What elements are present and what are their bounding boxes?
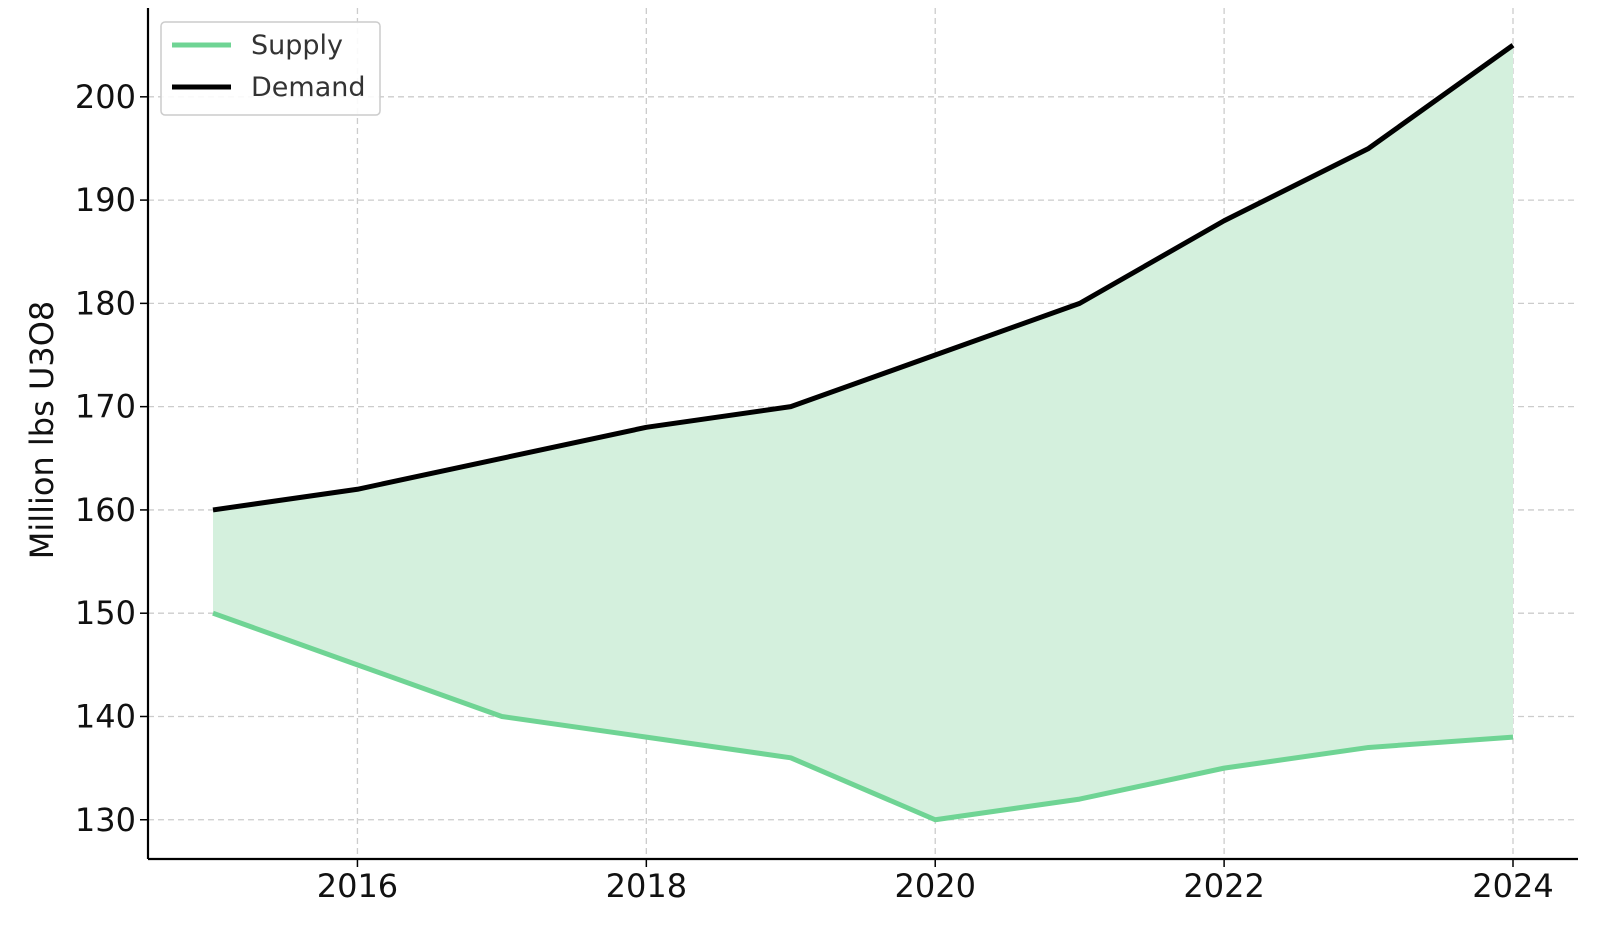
fill-between-layer [213,45,1513,820]
series-layer [211,43,1516,823]
tick-labels: 2016 2018 2020 2022 2024 130 140 150 160 170 180 19… [75,78,1554,905]
supply-point-2017 [499,714,504,719]
supply-point-2019 [788,755,793,760]
supply-point-2024 [1511,735,1516,740]
supply-line [212,610,1514,823]
x-tick-label-2016: 2016 [317,867,398,905]
demand-point-2020 [933,353,938,358]
supply-point-2015 [211,611,216,616]
demand-point-2021 [1077,301,1082,306]
supply-point-2021 [1077,797,1082,802]
x-tick-label-2020: 2020 [895,867,976,905]
y-tick-label-160: 160 [75,491,136,529]
y-tick-label-170: 170 [75,388,136,426]
y-tick-label-190: 190 [75,181,136,219]
demand-point-2015 [211,507,216,512]
y-axis-label: Million lbs U3O8 [23,301,61,560]
x-tick-label-2024: 2024 [1472,867,1553,905]
supply-point-2018 [644,735,649,740]
demand-point-2019 [788,404,793,409]
legend-label-supply: Supply [251,30,343,61]
y-tick-label-130: 130 [75,801,136,839]
demand-point-2023 [1366,146,1371,151]
demand-line [212,43,1515,513]
supply-point-2022 [1222,766,1227,771]
x-tick-label-2022: 2022 [1183,867,1264,905]
supply-point-2016 [355,662,360,667]
supply-demand-gap-area [213,45,1513,820]
demand-point-2017 [499,456,504,461]
demand-point-2022 [1222,218,1227,223]
legend: Supply Demand [160,21,381,116]
demand-point-2018 [644,425,649,430]
y-tick-label-140: 140 [75,697,136,735]
y-tick-label-200: 200 [75,78,136,116]
y-tick-label-180: 180 [75,284,136,322]
y-tick-label-150: 150 [75,594,136,632]
demand-point-2016 [355,487,360,492]
x-tick-label-2018: 2018 [606,867,687,905]
supply-point-2023 [1366,745,1371,750]
supply-point-2020 [933,817,938,822]
legend-label-demand: Demand [251,72,366,103]
demand-point-2024 [1511,43,1516,48]
